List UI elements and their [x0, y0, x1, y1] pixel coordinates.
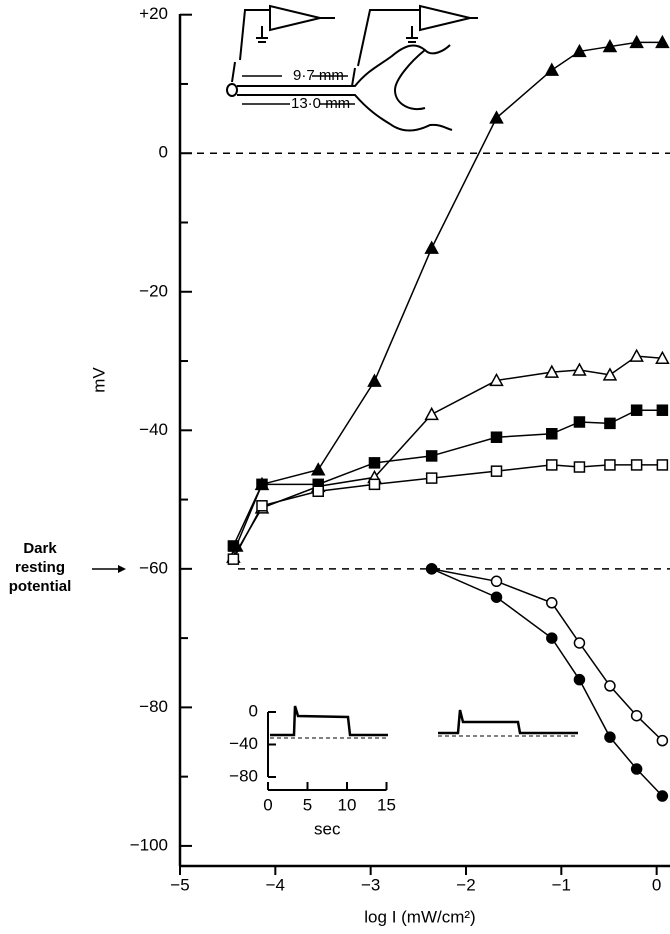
inset-x-tick-label: 15: [377, 795, 396, 814]
marker: [546, 428, 558, 440]
marker: [604, 680, 616, 692]
marker: [425, 472, 438, 484]
nerve-end: [226, 83, 238, 97]
marker: [490, 591, 503, 603]
circuit-diagram: [226, 4, 478, 132]
marker: [490, 431, 503, 443]
y-tick-label: −100: [130, 835, 168, 854]
series-line: [235, 41, 663, 547]
y-tick-label: +20: [139, 4, 168, 23]
dark-resting-label: resting: [15, 559, 65, 576]
marker: [656, 790, 669, 802]
marker: [630, 459, 643, 471]
arrow-head: [118, 565, 126, 573]
marker: [656, 404, 669, 416]
marker: [544, 364, 560, 378]
marker: [489, 372, 504, 387]
y-axis-label: mV: [89, 367, 108, 393]
marker: [655, 350, 670, 365]
nerve-outline: [237, 44, 453, 132]
series-line: [232, 355, 663, 558]
marker: [424, 240, 439, 254]
marker: [424, 406, 439, 421]
marker: [310, 462, 326, 476]
marker: [572, 43, 587, 58]
marker: [256, 478, 268, 491]
marker: [546, 597, 558, 609]
marker: [604, 459, 616, 471]
x-axis-label: log I (mW/cm²): [364, 907, 475, 926]
x-tick-label: −2: [456, 875, 475, 894]
marker: [573, 416, 586, 428]
dimension-label: 9·7 mm: [293, 67, 344, 84]
wire: [357, 9, 478, 67]
marker: [227, 553, 240, 565]
marker: [602, 367, 618, 381]
marker: [604, 417, 616, 430]
x-tick-label: −3: [361, 875, 380, 894]
marker: [604, 731, 616, 743]
electrode: [231, 61, 356, 87]
y-tick-label: 0: [159, 143, 168, 162]
x-tick-label: −5: [170, 875, 189, 894]
marker: [544, 62, 560, 76]
marker: [490, 575, 503, 588]
x-tick-label: 0: [652, 875, 661, 894]
marker: [425, 563, 438, 575]
y-tick-label: −40: [139, 420, 168, 439]
inset-x-tick-label: 0: [263, 795, 272, 814]
marker: [655, 34, 670, 49]
marker: [425, 450, 438, 462]
marker: [573, 673, 586, 686]
inset-x-label: sec: [314, 819, 341, 838]
series-line: [431, 568, 663, 742]
y-tick-label: −60: [139, 558, 168, 577]
inset-y-tick-label: 0: [249, 701, 258, 720]
marker: [656, 459, 669, 471]
series-line: [232, 409, 663, 547]
marker: [367, 373, 382, 387]
marker: [573, 461, 586, 473]
inset-x-tick-label: 10: [338, 795, 357, 814]
marker: [546, 459, 558, 471]
marker: [368, 457, 381, 469]
marker: [630, 404, 643, 416]
wire: [239, 9, 335, 61]
x-tick-label: −4: [266, 875, 285, 894]
dark-resting-label: Dark: [23, 540, 57, 557]
marker: [602, 38, 618, 53]
dimension-label: 13·0 mm: [291, 95, 350, 112]
inset-y-tick-label: −80: [229, 766, 258, 785]
series-line: [232, 464, 663, 560]
marker: [629, 348, 644, 362]
marker: [368, 478, 381, 491]
marker: [546, 632, 558, 644]
x-tick-label: −1: [552, 875, 571, 894]
y-tick-label: −80: [139, 697, 168, 716]
marker: [490, 465, 503, 477]
marker: [227, 540, 240, 552]
marker: [656, 734, 669, 747]
amplifier: [269, 4, 321, 32]
inset-y-tick-label: −40: [229, 734, 258, 753]
marker: [256, 500, 268, 512]
inset-x-tick-label: 5: [303, 795, 312, 814]
dark-resting-label: potential: [9, 578, 72, 595]
marker: [630, 763, 643, 775]
marker: [629, 34, 644, 49]
marker: [630, 709, 643, 722]
marker: [312, 485, 324, 498]
trace: [438, 709, 578, 735]
trace: [270, 705, 388, 737]
marker: [572, 362, 587, 376]
dimension-line: [242, 75, 355, 105]
marker: [573, 637, 586, 649]
inset-traces: [270, 705, 578, 739]
marker: [489, 110, 504, 124]
y-tick-label: −20: [139, 281, 168, 300]
amplifier: [419, 4, 471, 32]
